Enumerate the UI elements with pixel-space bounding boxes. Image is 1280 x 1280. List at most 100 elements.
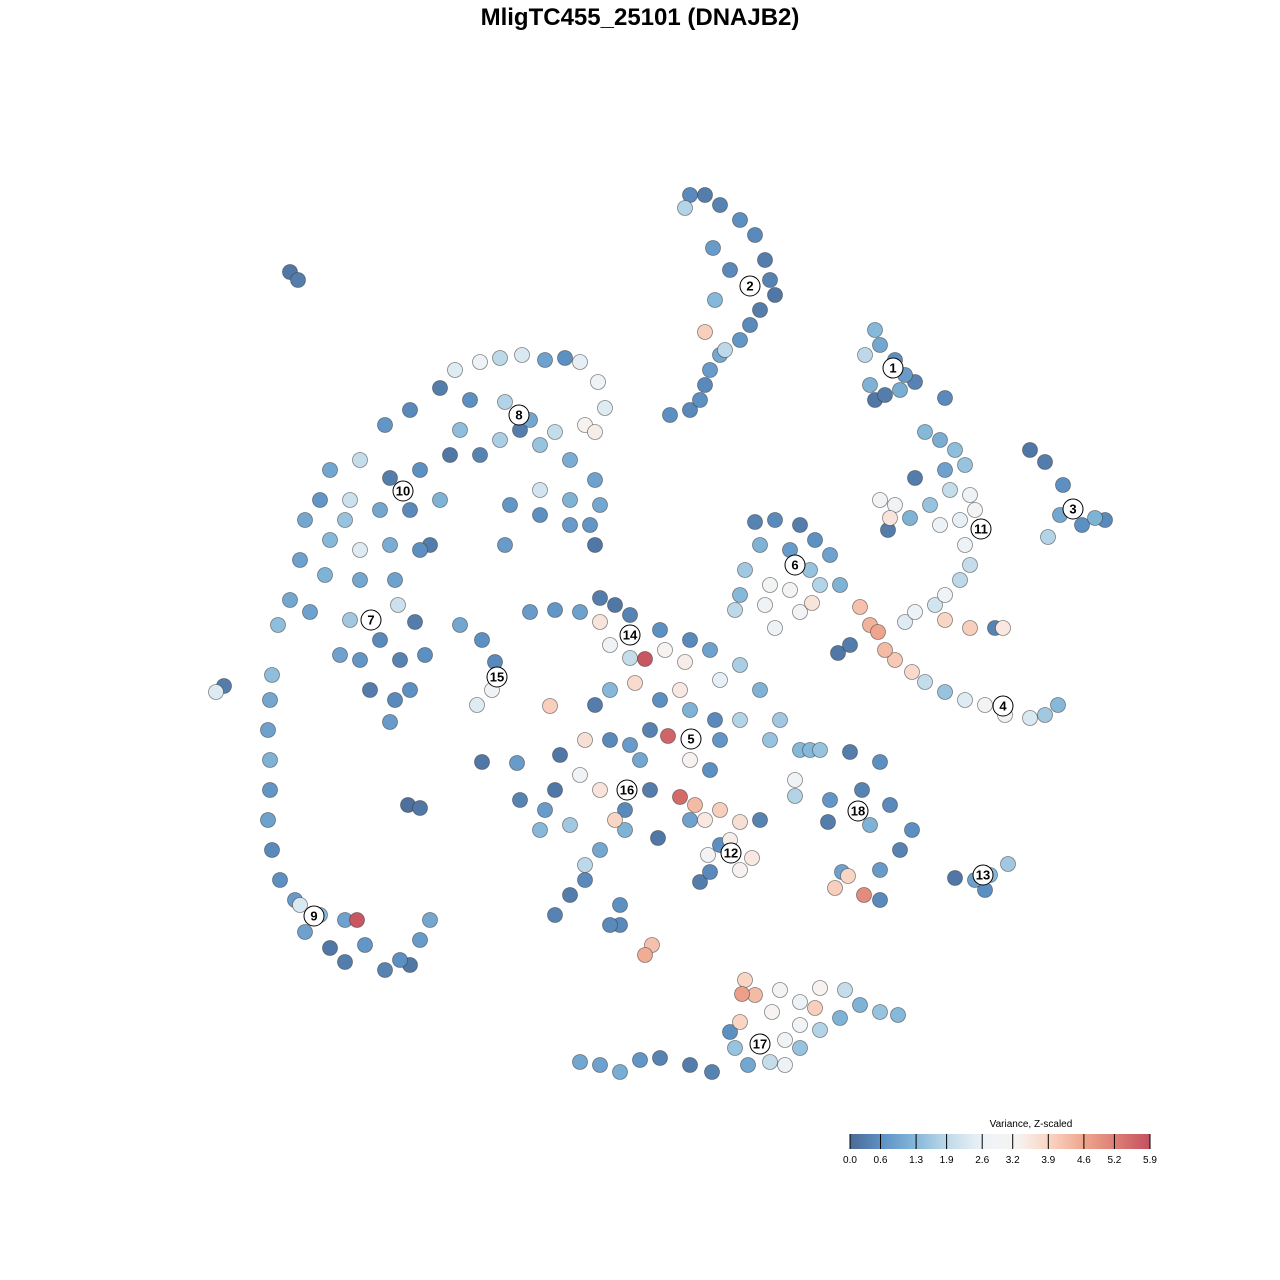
- data-point-cluster-10: [352, 542, 368, 558]
- data-point-cluster-7: [282, 592, 298, 608]
- data-point: [290, 272, 306, 288]
- legend-tick-label: 2.6: [975, 1155, 989, 1166]
- data-point: [412, 800, 428, 816]
- data-point-cluster-14: [682, 632, 698, 648]
- data-point-cluster-11: [907, 470, 923, 486]
- data-point-cluster-8: [597, 400, 613, 416]
- data-point-cluster-1: [937, 390, 953, 406]
- data-point-cluster-8: [562, 452, 578, 468]
- cluster-label-badge: [392, 480, 414, 502]
- data-point-cluster-4: [937, 612, 953, 628]
- data-point-cluster-11: [967, 502, 983, 518]
- data-point-cluster-17: [792, 1040, 808, 1056]
- data-point-cluster-4: [1037, 707, 1053, 723]
- data-point-cluster-17: [772, 982, 788, 998]
- data-point-cluster-6: [792, 604, 808, 620]
- data-point-cluster-9: [377, 962, 393, 978]
- data-point-cluster-5: [587, 697, 603, 713]
- data-point-cluster-16: [577, 872, 593, 888]
- data-point-cluster-5: [632, 752, 648, 768]
- data-point-cluster-7: [302, 604, 318, 620]
- data-point-cluster-3: [1087, 510, 1103, 526]
- data-point-cluster-11: [902, 510, 918, 526]
- data-point-cluster-8: [532, 482, 548, 498]
- data-point-cluster-6: [792, 517, 808, 533]
- data-point-cluster-10: [337, 512, 353, 528]
- data-point-cluster-8: [590, 374, 606, 390]
- data-point-cluster-6: [732, 587, 748, 603]
- data-point-cluster-1: [877, 387, 893, 403]
- data-point-cluster-11: [962, 557, 978, 573]
- cluster-label-badge: [847, 800, 869, 822]
- data-point-cluster-17: [762, 1054, 778, 1070]
- data-point-cluster-18: [822, 792, 838, 808]
- data-point-cluster-8: [432, 380, 448, 396]
- data-point-cluster-17: [704, 1064, 720, 1080]
- data-point-cluster-8: [502, 497, 518, 513]
- data-point-cluster-17: [777, 1057, 793, 1073]
- data-point-cluster-4: [977, 697, 993, 713]
- data-point-cluster-8: [462, 392, 478, 408]
- data-point-cluster-15: [474, 632, 490, 648]
- data-point-cluster-9: [392, 952, 408, 968]
- data-point-cluster-7: [417, 647, 433, 663]
- data-point-cluster-17: [812, 980, 828, 996]
- data-point-cluster-6: [782, 582, 798, 598]
- data-point-cluster-17: [792, 1017, 808, 1033]
- cluster-label-12: 12: [720, 842, 742, 864]
- data-point-cluster-8: [452, 422, 468, 438]
- data-point-cluster-17: [652, 1050, 668, 1066]
- data-point-cluster-17: [632, 1052, 648, 1068]
- data-point-cluster-8: [472, 354, 488, 370]
- cluster-label-badge: [749, 1033, 771, 1055]
- cluster-label-5: 5: [680, 728, 702, 750]
- data-point-cluster-17: [572, 1054, 588, 1070]
- data-point-cluster-18: [872, 754, 888, 770]
- legend-tick-label: 0.6: [874, 1155, 888, 1166]
- data-point-cluster-2: [712, 197, 728, 213]
- data-point-cluster-2: [692, 392, 708, 408]
- cluster-label-text: 9: [310, 909, 317, 924]
- data-point-cluster-18: [862, 817, 878, 833]
- data-point-cluster-18: [882, 797, 898, 813]
- cluster-label-6: 6: [784, 554, 806, 576]
- data-point-cluster-8: [592, 497, 608, 513]
- data-point-cluster-2: [697, 324, 713, 340]
- data-point-cluster-14: [522, 604, 538, 620]
- data-point-cluster-8: [532, 437, 548, 453]
- data-point-cluster-16: [532, 822, 548, 838]
- cluster-label-text: 6: [791, 558, 798, 573]
- data-point-cluster-17: [792, 994, 808, 1010]
- data-point-cluster-14: [657, 642, 673, 658]
- data-point-cluster-14: [702, 642, 718, 658]
- data-point-cluster-18: [892, 842, 908, 858]
- data-point-cluster-4: [870, 624, 886, 640]
- cluster-label-text: 13: [976, 868, 990, 883]
- data-point-cluster-2: [717, 342, 733, 358]
- data-point-cluster-4: [852, 599, 868, 615]
- data-point-cluster-9: [264, 842, 280, 858]
- data-point-cluster-2: [757, 252, 773, 268]
- legend-tick-label: 4.6: [1077, 1155, 1091, 1166]
- data-point-cluster-9: [412, 932, 428, 948]
- data-point-cluster-10: [387, 572, 403, 588]
- data-point-cluster-8: [497, 537, 513, 553]
- data-point-cluster-12: [682, 812, 698, 828]
- data-point-cluster-16: [562, 817, 578, 833]
- data-point-cluster-5: [660, 728, 676, 744]
- data-point-cluster-5: [682, 752, 698, 768]
- data-point-cluster-8: [557, 350, 573, 366]
- data-point-cluster-15: [469, 697, 485, 713]
- data-point-cluster-7: [342, 612, 358, 628]
- data-point: [474, 754, 490, 770]
- data-point-cluster-14: [622, 607, 638, 623]
- data-point-cluster-4: [995, 620, 1011, 636]
- legend-tick-label: 3.9: [1041, 1155, 1055, 1166]
- data-point-cluster-17: [764, 1004, 780, 1020]
- cluster-label-text: 3: [1069, 502, 1076, 517]
- data-point-cluster-7: [390, 597, 406, 613]
- data-point-cluster-17: [732, 1014, 748, 1030]
- cluster-label-text: 2: [746, 279, 753, 294]
